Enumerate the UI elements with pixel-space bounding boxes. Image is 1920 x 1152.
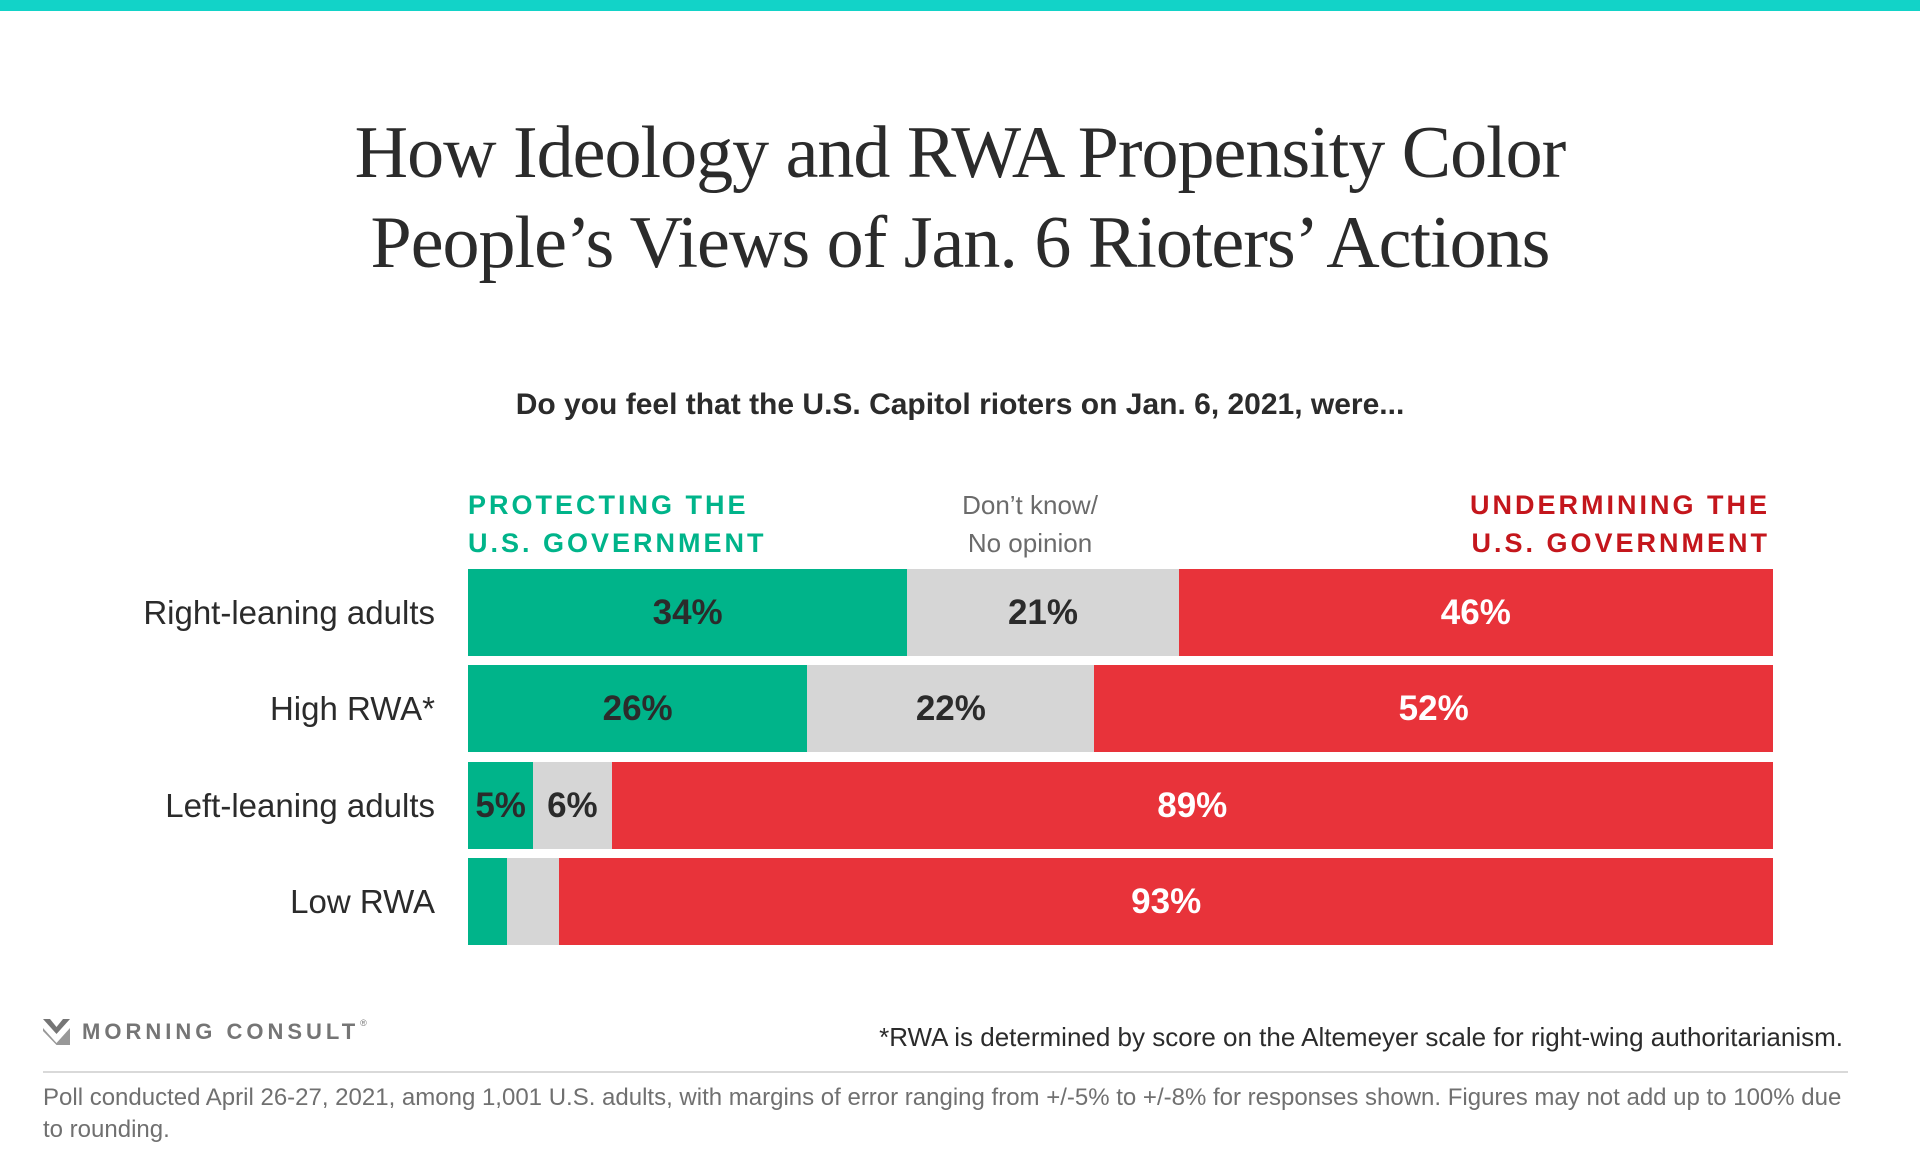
top-accent-bar xyxy=(0,0,1920,11)
bar-row: 34% 21% 46% xyxy=(468,569,1773,656)
legend-undermining-line-1: UNDERMINING THE xyxy=(1470,490,1770,520)
poll-methodology-note: Poll conducted April 26-27, 2021, among … xyxy=(43,1084,1842,1143)
bar-row: 93% xyxy=(468,858,1773,945)
bar-segment xyxy=(611,762,1773,849)
bar-segment xyxy=(468,665,808,752)
data-label: 6% xyxy=(547,786,598,825)
footer-divider xyxy=(43,1071,1848,1073)
data-label: 89% xyxy=(1157,786,1228,825)
data-label: 34% xyxy=(652,593,723,632)
legend-protecting-line-1: PROTECTING THE xyxy=(468,490,749,520)
legend-dont-know-line-2: No opinion xyxy=(967,528,1093,558)
data-label: 22% xyxy=(915,689,986,728)
bar-segment xyxy=(507,858,560,945)
morning-consult-chevron-icon xyxy=(43,1019,70,1045)
legend-protecting-line-2: U.S. GOVERNMENT xyxy=(468,528,767,558)
category-label: Left-leaning adults xyxy=(165,787,435,824)
data-label: 21% xyxy=(1007,593,1078,632)
bar-segment xyxy=(1178,569,1773,656)
bar-segment xyxy=(468,762,534,849)
bar-segment xyxy=(1094,665,1773,752)
category-label: Right-leaning adults xyxy=(143,594,435,631)
data-label: 93% xyxy=(1131,882,1202,921)
bar-segment xyxy=(559,858,1773,945)
bar-segment xyxy=(468,569,908,656)
chart-title-line-2: People’s Views of Jan. 6 Rioters’ Action… xyxy=(370,202,1551,284)
legend-dont-know: Don’t know/ No opinion xyxy=(930,486,1130,562)
category-label: High RWA* xyxy=(269,690,435,727)
logo-wordmark: MORNING CONSULT xyxy=(82,1019,360,1044)
bar-segment xyxy=(468,858,508,945)
chart-subtitle: Do you feel that the U.S. Capitol rioter… xyxy=(515,388,1405,421)
bar-row: 5% 6% 89% xyxy=(468,762,1773,849)
data-label: 46% xyxy=(1440,593,1511,632)
data-label: 52% xyxy=(1398,689,1469,728)
data-label: 5% xyxy=(475,786,526,825)
legend-undermining: UNDERMINING THE U.S. GOVERNMENT xyxy=(1470,486,1770,562)
registered-mark: ® xyxy=(360,1018,367,1028)
legend-protecting: PROTECTING THE U.S. GOVERNMENT xyxy=(468,486,767,562)
category-label: Low RWA xyxy=(290,883,435,920)
legend-dont-know-line-1: Don’t know/ xyxy=(962,490,1098,520)
bar-row: 26% 22% 52% xyxy=(468,665,1773,752)
legend-undermining-line-2: U.S. GOVERNMENT xyxy=(1471,528,1770,558)
rwa-footnote: *RWA is determined by score on the Altem… xyxy=(879,1022,1843,1052)
data-label: 26% xyxy=(602,689,673,728)
bar-segment xyxy=(533,762,612,849)
bar-segment xyxy=(907,569,1179,656)
chart-title: How Ideology and RWA Propensity Color Pe… xyxy=(0,108,1920,288)
bar-segment xyxy=(807,665,1095,752)
chart-title-line-1: How Ideology and RWA Propensity Color xyxy=(354,112,1567,194)
morning-consult-logo: MORNING CONSULT ® xyxy=(43,1018,367,1046)
